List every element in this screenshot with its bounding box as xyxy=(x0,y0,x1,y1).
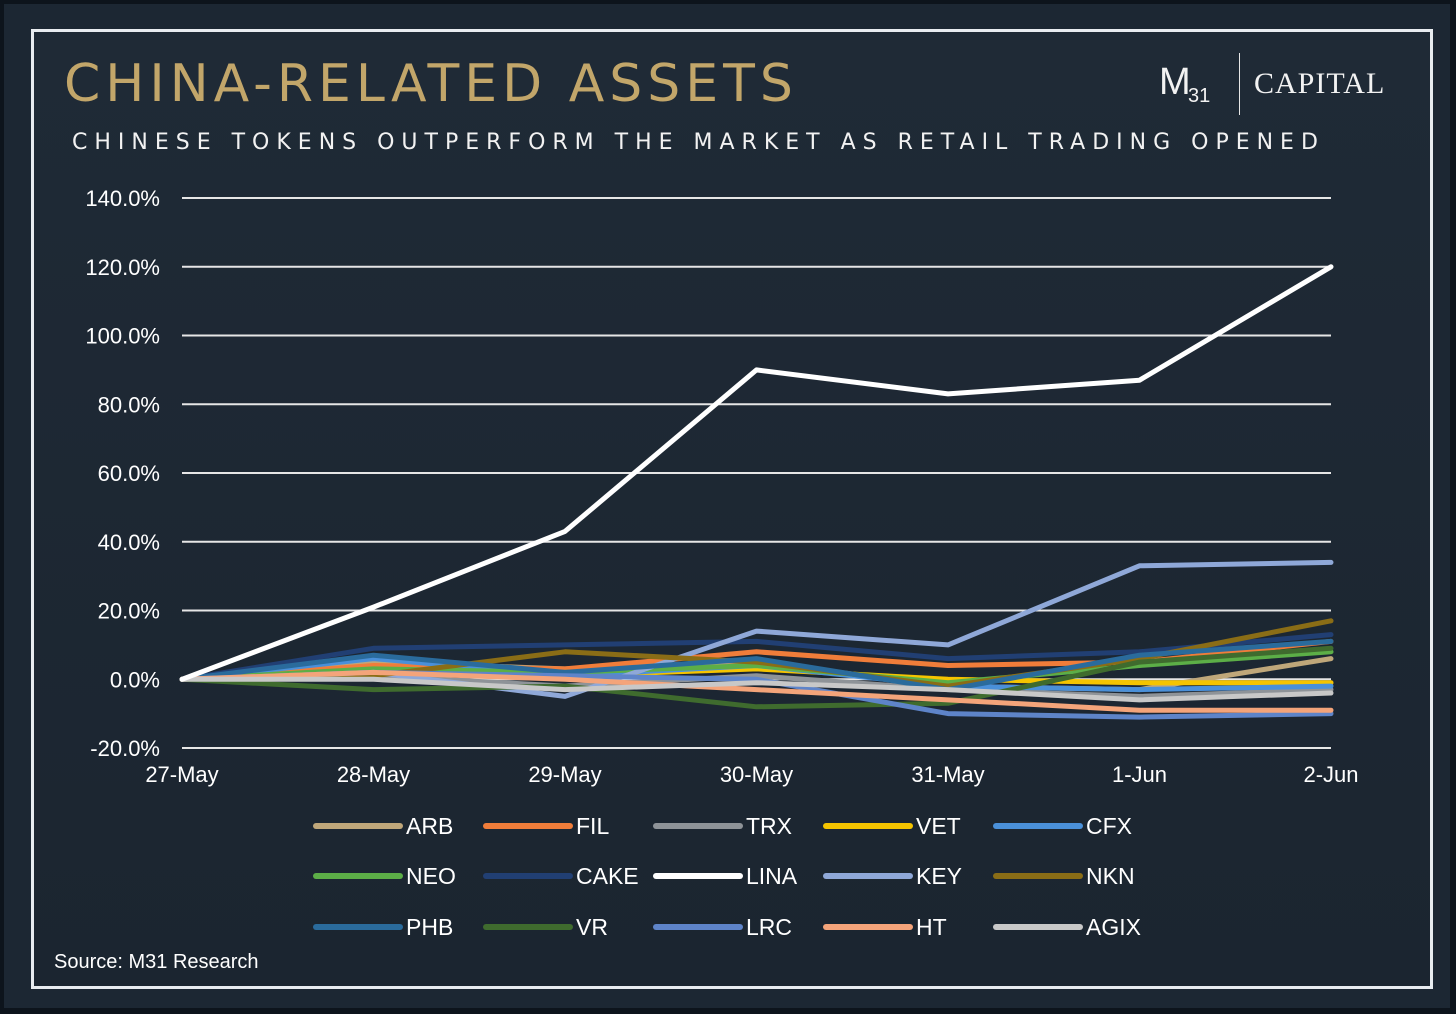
logo-subscript: 31 xyxy=(1188,85,1211,107)
x-tick-label: 30-May xyxy=(720,762,793,787)
legend-label-cfx: CFX xyxy=(1086,813,1132,839)
source-note: Source: M31 Research xyxy=(54,951,259,973)
logo-capital: CAPITAL xyxy=(1254,67,1386,100)
chart-title: CHINA-RELATED ASSETS xyxy=(64,54,798,114)
x-tick-label: 31-May xyxy=(911,762,984,787)
x-tick-label: 29-May xyxy=(528,762,601,787)
logo-m: M xyxy=(1159,61,1191,103)
chart-subtitle: CHINESE TOKENS OUTPERFORM THE MARKET AS … xyxy=(72,130,1325,155)
legend-label-vr: VR xyxy=(576,914,608,940)
legend-label-vet: VET xyxy=(916,813,961,839)
legend-label-lrc: LRC xyxy=(746,914,792,940)
series-line-lina xyxy=(179,264,1334,682)
y-tick-label: 100.0% xyxy=(85,324,160,349)
logo-divider xyxy=(1239,53,1240,115)
series-line-agix xyxy=(179,676,1334,703)
y-tick-label: 40.0% xyxy=(98,530,160,555)
x-tick-label: 27-May xyxy=(145,762,218,787)
x-tick-label: 2-Jun xyxy=(1303,762,1358,787)
y-tick-label: 20.0% xyxy=(98,599,160,624)
y-tick-label: 120.0% xyxy=(85,255,160,280)
legend-label-key: KEY xyxy=(916,863,962,889)
series-line-cake xyxy=(179,632,1334,682)
y-tick-label: 80.0% xyxy=(98,392,160,417)
chart-card: CHINA-RELATED ASSETS CHINESE TOKENS OUTP… xyxy=(4,4,1450,1008)
legend-label-cake: CAKE xyxy=(576,863,639,889)
series-line-nkn xyxy=(179,618,1334,689)
series-line-ht xyxy=(179,669,1334,713)
legend-label-nkn: NKN xyxy=(1086,863,1135,889)
legend-label-fil: FIL xyxy=(576,813,609,839)
legend-label-phb: PHB xyxy=(406,914,453,940)
x-tick-label: 1-Jun xyxy=(1112,762,1167,787)
legend-label-trx: TRX xyxy=(746,813,792,839)
m31-capital-logo: M 31 CAPITAL xyxy=(1159,53,1399,115)
legend-label-lina: LINA xyxy=(746,863,798,889)
y-tick-label: 0.0% xyxy=(110,667,160,692)
legend-label-arb: ARB xyxy=(406,813,453,839)
series-line-vr xyxy=(179,645,1334,710)
x-tick-label: 28-May xyxy=(337,762,410,787)
y-tick-label: 60.0% xyxy=(98,461,160,486)
line-chart: -20.0% 0.0% 20.0% 40.0% 60.0% 80.0% 100.0% 120.… xyxy=(85,186,1358,940)
legend-label-neo: NEO xyxy=(406,863,456,889)
legend-label-agix: AGIX xyxy=(1086,914,1141,940)
series-line-phb xyxy=(179,638,1334,693)
y-tick-label: -20.0% xyxy=(90,736,160,761)
series-line-neo xyxy=(179,649,1334,686)
y-tick-label: 140.0% xyxy=(85,186,160,211)
legend-label-ht: HT xyxy=(916,914,947,940)
